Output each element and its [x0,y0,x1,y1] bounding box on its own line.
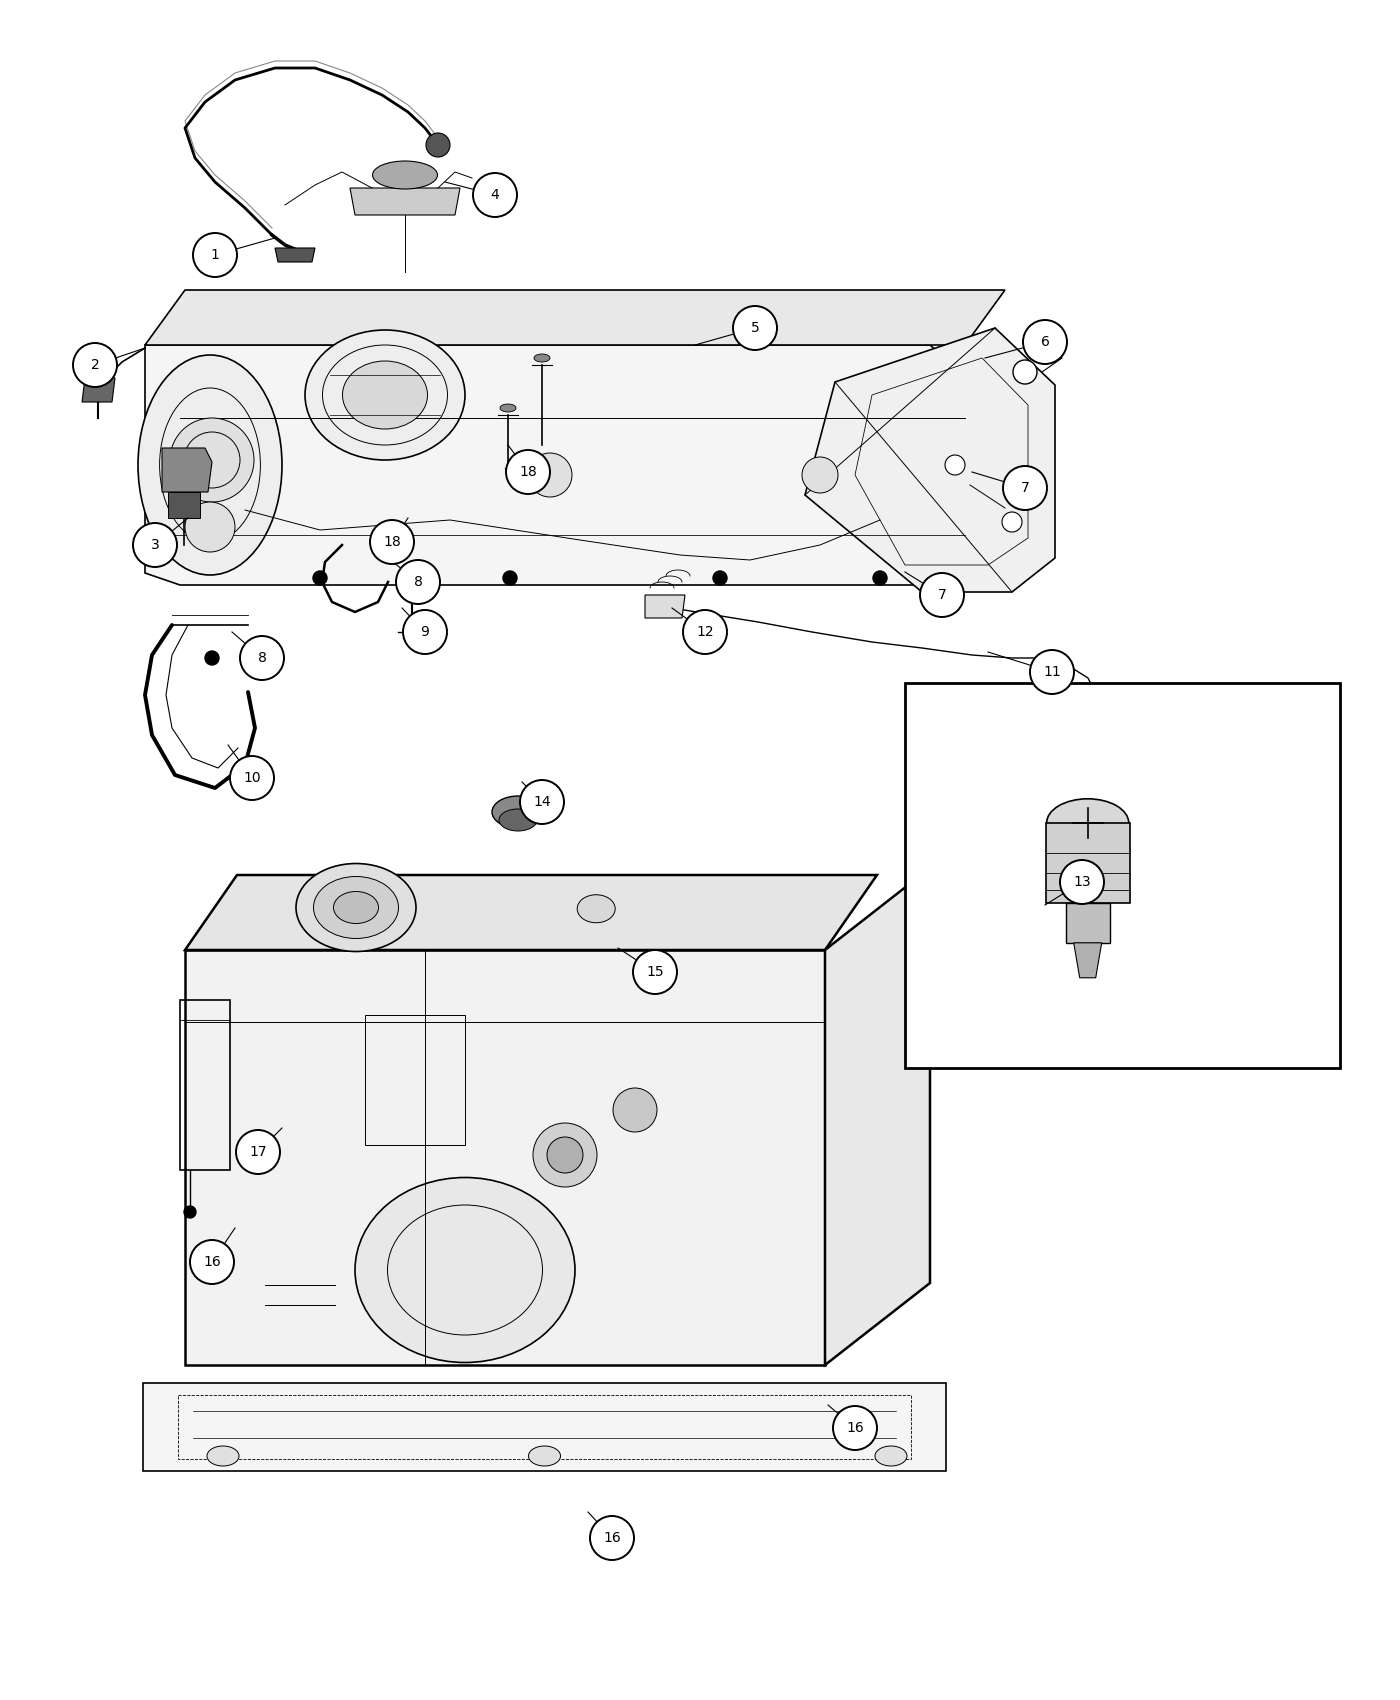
Circle shape [833,1406,876,1450]
Circle shape [802,457,839,493]
Text: 7: 7 [1021,481,1029,495]
Circle shape [1002,466,1047,510]
Text: 8: 8 [413,575,423,588]
Ellipse shape [533,354,550,362]
Ellipse shape [498,809,538,831]
Circle shape [1014,360,1037,384]
Circle shape [945,456,965,474]
Polygon shape [274,248,315,262]
Ellipse shape [875,1447,907,1465]
Ellipse shape [207,1447,239,1465]
Circle shape [1060,860,1105,904]
Circle shape [1002,512,1022,532]
Ellipse shape [356,1178,575,1362]
Ellipse shape [305,330,465,461]
Ellipse shape [1047,799,1128,847]
Circle shape [396,559,440,604]
Text: 16: 16 [203,1255,221,1268]
Circle shape [633,950,678,994]
Text: 14: 14 [533,796,550,809]
Text: 2: 2 [91,359,99,372]
Ellipse shape [402,563,421,573]
Polygon shape [168,491,200,518]
Circle shape [403,610,447,654]
Circle shape [230,756,274,801]
Polygon shape [825,869,930,1365]
Text: 1: 1 [210,248,220,262]
Circle shape [683,610,727,654]
Polygon shape [350,189,461,214]
Circle shape [185,502,235,552]
Polygon shape [143,1384,946,1470]
Polygon shape [645,595,685,619]
Text: 12: 12 [696,626,714,639]
Polygon shape [1065,903,1110,944]
Circle shape [426,133,449,156]
Circle shape [370,520,414,564]
Circle shape [314,571,328,585]
Circle shape [237,1130,280,1175]
Circle shape [734,306,777,350]
Ellipse shape [343,360,427,428]
Circle shape [505,450,550,495]
Circle shape [589,1516,634,1561]
Polygon shape [185,950,825,1365]
Circle shape [533,1124,596,1187]
Text: 6: 6 [1040,335,1050,348]
Polygon shape [162,449,211,491]
Circle shape [1089,692,1100,704]
Text: 4: 4 [490,189,500,202]
Circle shape [239,636,284,680]
Polygon shape [805,328,1056,592]
Polygon shape [146,345,965,585]
Circle shape [169,418,253,502]
Circle shape [183,1205,196,1217]
Text: 7: 7 [938,588,946,602]
Ellipse shape [295,864,416,952]
Polygon shape [185,876,876,950]
Text: 18: 18 [384,536,400,549]
Text: 13: 13 [1074,876,1091,889]
Text: 11: 11 [1043,665,1061,678]
Circle shape [1023,320,1067,364]
Ellipse shape [491,796,545,828]
Text: 5: 5 [750,321,759,335]
Text: 3: 3 [151,537,160,553]
Bar [904,683,1340,1068]
Text: 16: 16 [846,1421,864,1435]
Text: 16: 16 [603,1532,620,1545]
Text: 9: 9 [420,626,430,639]
Text: 15: 15 [647,966,664,979]
Text: 17: 17 [249,1146,267,1159]
Ellipse shape [577,894,615,923]
Polygon shape [1074,944,1102,978]
Polygon shape [1046,823,1130,903]
Circle shape [473,173,517,218]
Circle shape [613,1088,657,1132]
Text: 18: 18 [519,466,536,479]
Ellipse shape [500,405,517,411]
Circle shape [73,343,118,388]
Circle shape [713,571,727,585]
Ellipse shape [529,1447,560,1465]
Ellipse shape [314,877,399,938]
Circle shape [874,571,888,585]
Polygon shape [146,291,1005,345]
Ellipse shape [139,355,281,575]
Circle shape [190,1239,234,1284]
Ellipse shape [372,162,437,189]
Circle shape [193,233,237,277]
Circle shape [1030,649,1074,694]
Polygon shape [83,377,115,401]
Circle shape [528,452,573,496]
Circle shape [920,573,965,617]
Text: 10: 10 [244,772,260,785]
Circle shape [133,524,176,568]
Text: 8: 8 [258,651,266,665]
Circle shape [503,571,517,585]
Circle shape [519,780,564,824]
Circle shape [547,1137,582,1173]
Ellipse shape [333,891,378,923]
Circle shape [204,651,218,665]
